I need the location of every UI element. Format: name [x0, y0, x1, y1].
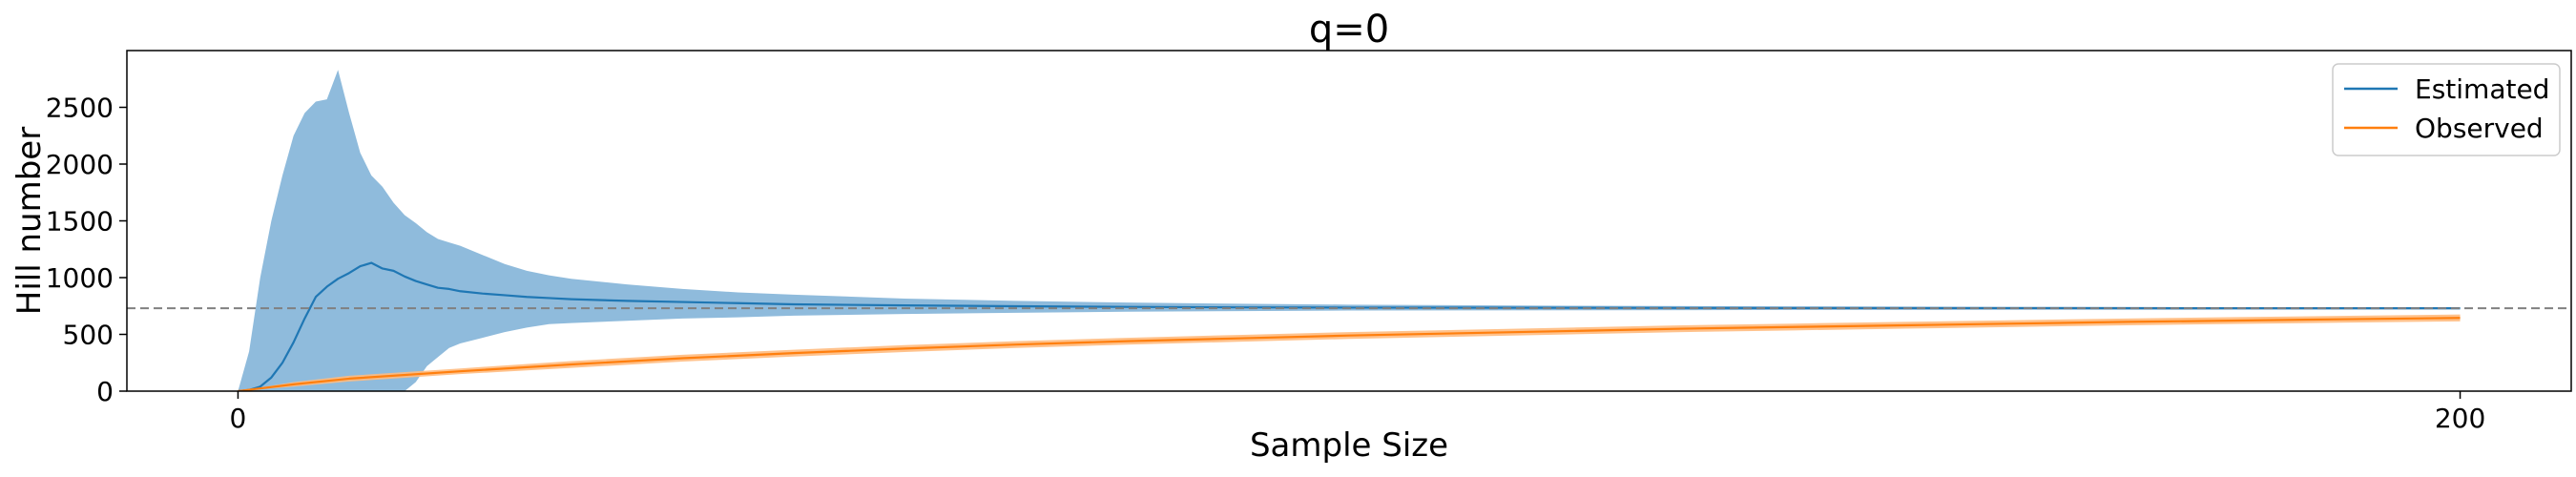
- legend: Estimated Observed: [2332, 63, 2561, 156]
- y-tick-label: 2500: [46, 93, 114, 124]
- y-axis-label: Hill number: [10, 127, 49, 315]
- series-line-observed: [238, 317, 2461, 391]
- plot-area: 0 500 1000 1500 2000 2500 0 200: [46, 50, 2572, 434]
- chart-title: q=0: [1309, 8, 1389, 52]
- x-axis-label: Sample Size: [1250, 426, 1448, 465]
- data-layer: [127, 70, 2571, 391]
- x-tick-label: 200: [2435, 403, 2485, 434]
- legend-box: [2332, 63, 2561, 156]
- y-tick-label: 1000: [46, 262, 114, 294]
- plot-frame: [126, 50, 2572, 392]
- confidence-band-observed: [238, 314, 2461, 391]
- series-line-estimated: [238, 261, 2461, 391]
- legend-label-estimated: Estimated: [2415, 73, 2549, 105]
- confidence-band-estimated: [238, 70, 2461, 391]
- y-tick-label: 500: [63, 320, 114, 351]
- y-tick-label: 1500: [46, 206, 114, 238]
- y-tick-label: 2000: [46, 149, 114, 180]
- y-tick-label: 0: [96, 376, 114, 407]
- legend-label-observed: Observed: [2415, 113, 2544, 144]
- x-tick-label: 0: [230, 403, 247, 434]
